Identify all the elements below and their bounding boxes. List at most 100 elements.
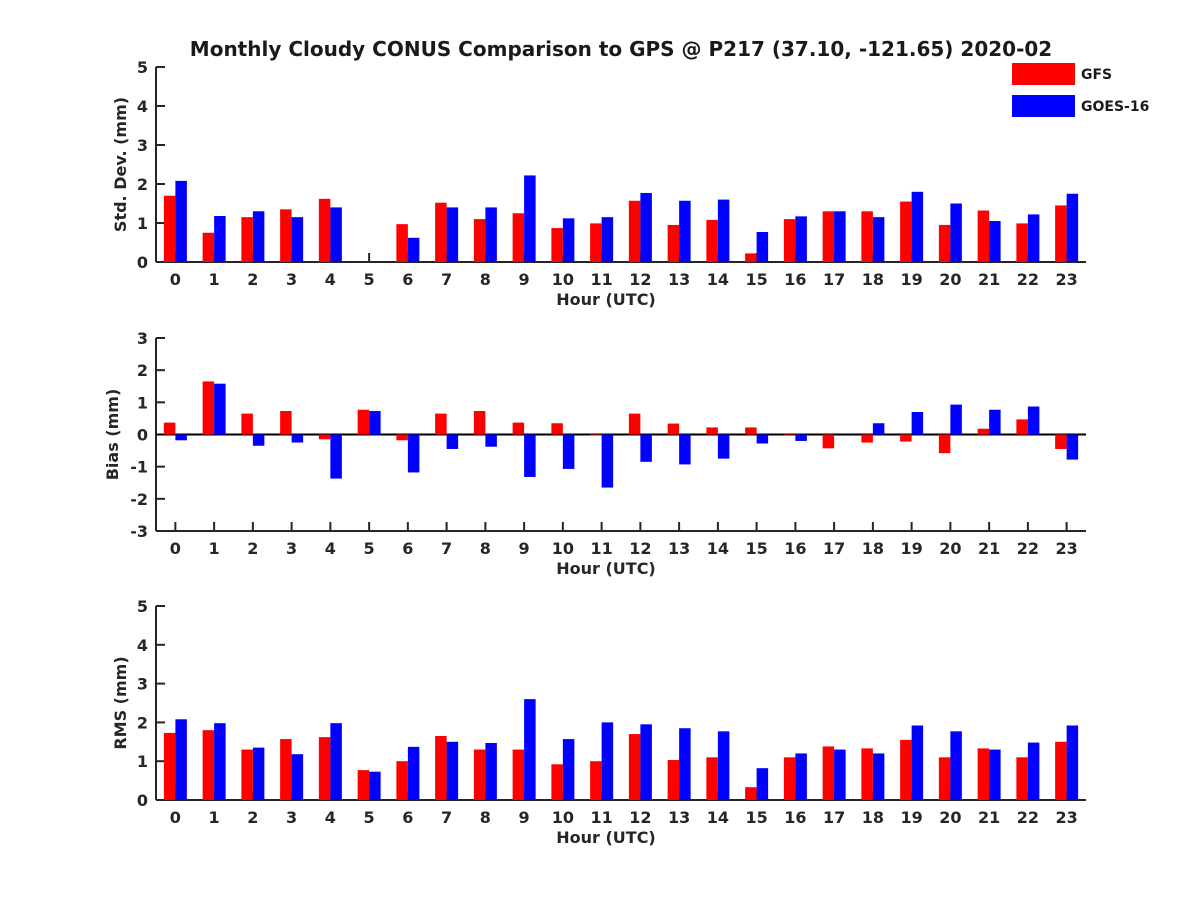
bar-goes-16: [252, 211, 265, 262]
bar-goes-16: [175, 719, 187, 800]
bar-gfs: [861, 748, 873, 800]
bar-gfs: [745, 253, 757, 262]
bar-gfs: [900, 739, 912, 800]
x-tick-label: 12: [629, 539, 651, 558]
y-tick-label: 5: [137, 597, 148, 616]
bar-gfs: [706, 427, 718, 435]
y-tick-label: 0: [137, 426, 148, 445]
bar-gfs: [977, 748, 990, 800]
x-tick-label: 0: [170, 270, 181, 289]
y-tick-label: -2: [130, 490, 148, 509]
x-tick-label: 19: [900, 808, 922, 827]
y-tick-label: 0: [137, 791, 148, 810]
x-tick-label: 13: [668, 270, 690, 289]
bar-gfs: [900, 201, 912, 262]
bar-goes-16: [407, 237, 420, 262]
bar-goes-16: [640, 724, 652, 800]
bar-gfs: [900, 434, 912, 442]
bar-goes-16: [717, 731, 730, 800]
bar-gfs: [435, 413, 447, 435]
y-tick-label: 2: [137, 713, 148, 732]
bar-goes-16: [601, 434, 614, 488]
bar-gfs: [512, 213, 525, 262]
bar-gfs: [628, 734, 641, 800]
x-tick-label: 9: [519, 539, 530, 558]
x-tick-label: 4: [325, 270, 336, 289]
x-tick-label: 14: [707, 270, 729, 289]
x-tick-label: 1: [209, 808, 220, 827]
x-tick-label: 18: [862, 539, 884, 558]
bar-goes-16: [485, 742, 497, 800]
bar-goes-16: [524, 434, 536, 477]
x-tick-label: 11: [590, 539, 612, 558]
x-tick-label: 7: [441, 539, 452, 558]
x-tick-label: 8: [480, 270, 491, 289]
bar-goes-16: [252, 747, 265, 800]
bar-gfs: [473, 219, 486, 262]
x-tick-label: 8: [480, 539, 491, 558]
bar-gfs: [280, 411, 292, 435]
y-tick-label: 2: [137, 361, 148, 380]
bar-gfs: [977, 428, 990, 435]
y-axis-label: RMS (mm): [111, 656, 130, 749]
bar-gfs: [280, 739, 292, 800]
x-tick-label: 2: [247, 808, 258, 827]
bar-gfs: [783, 434, 796, 436]
x-tick-label: 19: [900, 270, 922, 289]
x-tick-label: 9: [519, 270, 530, 289]
bar-goes-16: [950, 203, 962, 262]
bar-gfs: [783, 219, 796, 262]
bar-gfs: [318, 198, 331, 262]
x-tick-label: 7: [441, 270, 452, 289]
x-tick-label: 17: [823, 270, 845, 289]
bar-goes-16: [1066, 434, 1079, 460]
bar-gfs: [241, 413, 253, 435]
bar-goes-16: [214, 383, 226, 435]
bar-gfs: [590, 434, 602, 436]
bar-goes-16: [562, 218, 575, 262]
x-tick-label: 11: [590, 808, 612, 827]
bar-gfs: [977, 210, 990, 262]
bar-gfs: [783, 757, 796, 800]
x-tick-label: 17: [823, 808, 845, 827]
bar-goes-16: [446, 207, 459, 262]
x-tick-label: 16: [784, 270, 806, 289]
x-tick-label: 23: [1055, 808, 1077, 827]
x-tick-label: 21: [978, 808, 1000, 827]
bar-gfs: [163, 195, 176, 262]
x-tick-label: 6: [402, 270, 413, 289]
x-tick-label: 3: [286, 539, 297, 558]
bar-goes-16: [911, 411, 924, 435]
x-tick-label: 20: [939, 539, 961, 558]
bar-gfs: [628, 200, 641, 262]
bar-gfs: [551, 228, 563, 262]
x-axis-label: Hour (UTC): [556, 290, 656, 309]
bar-goes-16: [369, 411, 381, 435]
x-axis-label: Hour (UTC): [556, 828, 656, 847]
bar-goes-16: [330, 207, 342, 262]
bar-goes-16: [601, 217, 614, 262]
x-tick-label: 22: [1017, 539, 1039, 558]
x-tick-label: 1: [209, 539, 220, 558]
bar-gfs: [435, 735, 447, 800]
y-tick-label: 1: [137, 214, 148, 233]
y-tick-label: 1: [137, 752, 148, 771]
x-tick-label: 10: [552, 270, 574, 289]
bar-goes-16: [950, 404, 962, 435]
bar-gfs: [706, 757, 718, 800]
bar-gfs: [745, 787, 757, 800]
bar-goes-16: [330, 723, 342, 800]
bar-goes-16: [407, 746, 420, 800]
bar-goes-16: [756, 434, 769, 444]
bar-goes-16: [524, 699, 536, 800]
bar-gfs: [512, 749, 525, 800]
bar-gfs: [1016, 757, 1028, 800]
bar-gfs: [1055, 434, 1067, 449]
bar-goes-16: [1027, 214, 1040, 262]
y-tick-label: -3: [130, 522, 148, 541]
x-axis-label: Hour (UTC): [556, 559, 656, 578]
bar-goes-16: [989, 221, 1001, 262]
x-tick-label: 15: [745, 808, 767, 827]
x-tick-label: 17: [823, 539, 845, 558]
